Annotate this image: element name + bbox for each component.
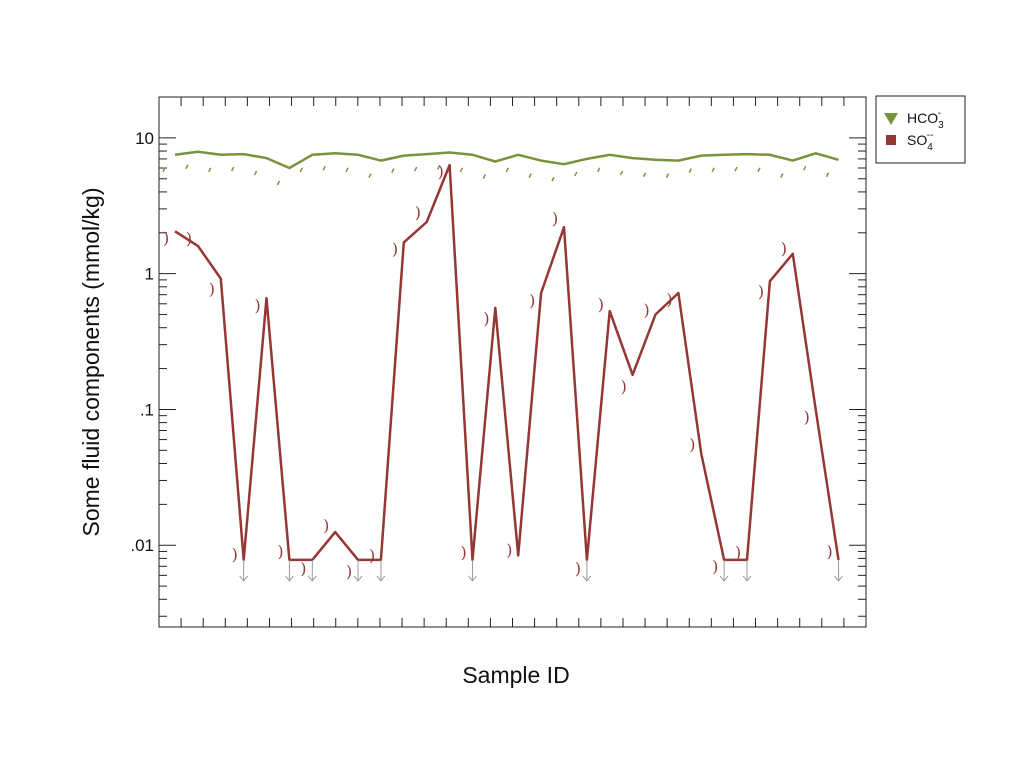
hco3-point-mark xyxy=(230,166,235,172)
detection-limit-arrowhead xyxy=(468,575,477,582)
so4-point-mark: ) xyxy=(758,282,764,301)
detection-limit-arrowhead xyxy=(353,575,363,582)
legend-label-hco3-sub: 3 xyxy=(938,120,944,131)
hco3-point-mark xyxy=(276,180,281,186)
hco3-point-mark xyxy=(391,168,395,173)
so4-point-mark: ) xyxy=(369,546,375,565)
hco3-point-mark xyxy=(757,167,761,173)
legend: HCO3- SO4-- xyxy=(875,95,966,164)
detection-limit-arrowhead xyxy=(307,575,317,582)
legend-marker-so4 xyxy=(886,135,896,145)
hco3-point-mark xyxy=(825,172,830,178)
series-layer: )))))))))))))))))))))))))))))) xyxy=(162,150,843,582)
hco3-point-mark xyxy=(734,166,738,172)
so4-point-mark: ) xyxy=(575,559,581,578)
hco3-point-mark xyxy=(619,170,624,176)
so4-point-mark: ) xyxy=(827,542,833,561)
so4-point-mark: ) xyxy=(415,203,421,222)
so4-point-mark: ) xyxy=(506,541,512,560)
hco3-point-mark xyxy=(322,165,326,171)
legend-marker-hco3 xyxy=(884,113,898,125)
hco3-point-mark xyxy=(459,167,464,173)
so4-point-mark: ) xyxy=(666,290,672,309)
detection-limit-arrowhead xyxy=(285,575,294,582)
so4-point-mark: ) xyxy=(277,542,283,561)
y-tick-label: .01 xyxy=(130,536,154,555)
hco3-point-mark xyxy=(505,167,509,173)
y-tick-label: 1 xyxy=(145,265,154,284)
hco3-point-mark xyxy=(345,167,349,173)
so4-point-mark: ) xyxy=(186,229,192,248)
detection-limit-arrowhead xyxy=(239,575,249,582)
so4-point-mark: ) xyxy=(438,162,444,181)
so4-point-mark: ) xyxy=(598,295,604,314)
legend-label-so4-main: SO xyxy=(907,132,927,148)
hco3-point-mark xyxy=(802,165,807,171)
so4-point-mark: ) xyxy=(163,228,169,247)
y-tick-label: .1 xyxy=(140,400,154,419)
so4-point-mark: ) xyxy=(483,309,489,328)
detection-limit-arrowhead xyxy=(582,575,592,582)
detection-limit-arrowhead xyxy=(742,575,752,582)
so4-point-mark: ) xyxy=(552,209,558,228)
y-axis-title: Some fluid components (mmol/kg) xyxy=(78,188,104,537)
hco3-point-mark xyxy=(208,167,212,173)
series-line-0 xyxy=(174,150,839,170)
hco3-point-mark xyxy=(597,167,601,173)
legend-label-so4-sub: 4 xyxy=(927,142,933,153)
hco3-point-mark xyxy=(482,174,487,179)
so4-point-mark: ) xyxy=(300,559,306,578)
so4-point-mark: ) xyxy=(460,543,466,562)
so4-point-mark: ) xyxy=(209,280,215,299)
hco3-point-mark xyxy=(711,167,715,173)
so4-point-mark: ) xyxy=(781,239,787,258)
so4-point-mark: ) xyxy=(529,291,535,310)
y-tick-label: 10 xyxy=(135,129,154,148)
detection-limit-arrowhead xyxy=(376,575,386,582)
legend-label-hco3: HCO3- xyxy=(907,108,944,131)
legend-label-hco3-main: HCO xyxy=(907,110,938,126)
so4-point-mark: ) xyxy=(621,377,627,396)
x-axis-title: Sample ID xyxy=(462,662,569,688)
hco3-point-mark xyxy=(688,168,692,173)
so4-point-mark: ) xyxy=(689,435,695,454)
hco3-point-mark xyxy=(414,166,418,172)
so4-point-mark: ) xyxy=(323,516,329,535)
x-ticks xyxy=(158,97,867,627)
hco3-point-mark xyxy=(642,172,647,178)
hco3-point-mark xyxy=(780,173,784,178)
hco3-point-mark xyxy=(368,173,372,178)
legend-label-so4: SO4-- xyxy=(907,130,933,153)
so4-point-mark: ) xyxy=(392,239,398,258)
detection-limit-arrowhead xyxy=(719,575,729,582)
detection-limit-arrowhead xyxy=(834,575,843,582)
legend-label-so4-sup: -- xyxy=(927,130,934,141)
so4-point-mark: ) xyxy=(255,296,261,315)
hco3-point-mark xyxy=(436,165,441,170)
hco3-point-mark xyxy=(299,167,303,173)
so4-point-mark: ) xyxy=(735,543,741,562)
legend-label-hco3-sup: - xyxy=(938,108,941,119)
series-line-1 xyxy=(174,163,840,562)
so4-point-mark: ) xyxy=(232,545,238,564)
hco3-point-mark xyxy=(665,173,670,178)
so4-point-mark: ) xyxy=(804,407,810,426)
hco3-point-mark xyxy=(574,171,578,177)
hco3-point-mark xyxy=(253,170,258,176)
so4-point-mark: ) xyxy=(346,562,352,581)
so4-point-mark: ) xyxy=(644,301,650,320)
hco3-point-mark xyxy=(185,164,189,170)
hco3-point-mark xyxy=(528,173,532,178)
legend-box xyxy=(875,95,966,164)
hco3-point-mark xyxy=(551,176,555,182)
so4-point-mark: ) xyxy=(712,557,718,576)
hco3-point-mark xyxy=(162,167,166,173)
y-ticks: 10 1 .1 .01 xyxy=(130,96,866,617)
